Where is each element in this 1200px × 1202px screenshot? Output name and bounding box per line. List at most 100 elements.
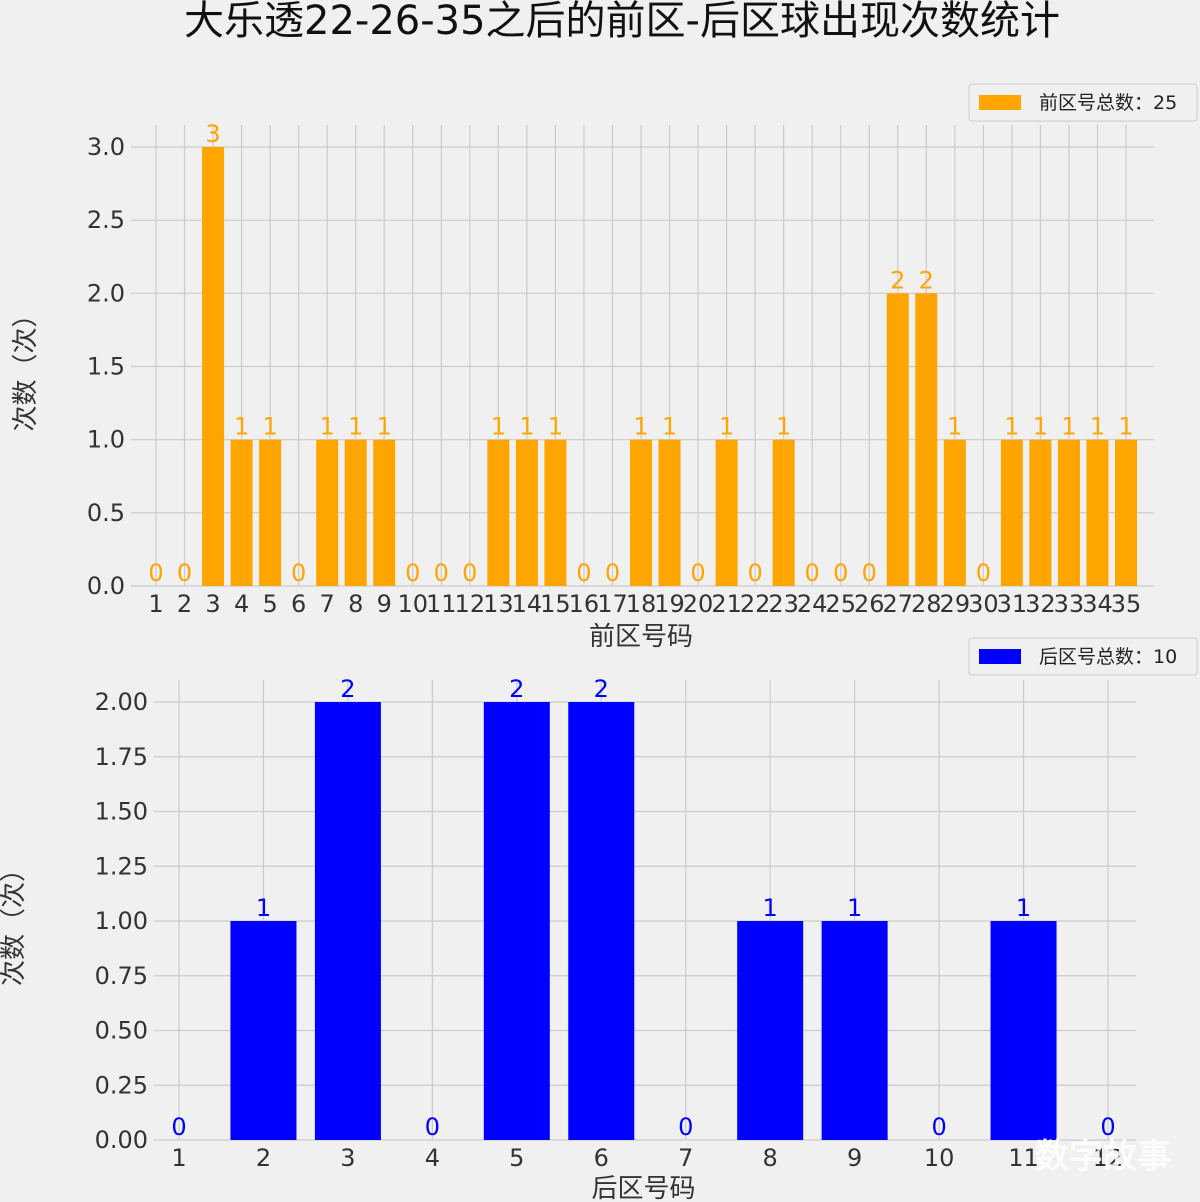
front-x-tick-label: 24 [797,590,828,618]
back-y-tick-label: 0.00 [95,1126,148,1154]
back-x-tick-label: 12 [1093,1144,1124,1172]
back-y-tick-label: 1.25 [95,852,148,880]
front-y-tick-label: 2.0 [87,279,125,307]
front-bar [259,439,282,586]
back-bar-value-label: 0 [171,1113,186,1141]
front-y-tick-label: 1.5 [87,353,125,381]
back-bar [737,921,804,1140]
front-x-tick-label: 34 [1082,590,1113,618]
back-bar-value-label: 2 [340,675,355,703]
back-x-tick-label: 8 [763,1144,778,1172]
front-bar [316,439,339,586]
back-y-tick-label: 1.75 [95,743,148,771]
back-x-tick-label: 6 [594,1144,609,1172]
front-bar [515,439,538,586]
back-bar [230,921,297,1140]
front-bar-value-label: 1 [519,413,534,441]
front-bar-value-label: 1 [1118,413,1133,441]
front-legend-swatch [979,95,1021,110]
front-bar [1115,439,1137,586]
front-bar-value-label: 0 [690,559,705,587]
front-bar-value-label: 1 [947,413,962,441]
front-x-tick-label: 17 [597,590,628,618]
front-x-tick-label: 27 [882,590,913,618]
front-x-tick-label: 20 [683,590,714,618]
front-legend: 前区号总数：25 [968,83,1198,122]
front-bar [1000,439,1023,586]
front-y-tick-label: 1.0 [87,426,125,454]
front-x-tick-label: 16 [569,590,600,618]
front-legend-box [968,83,1198,122]
front-x-tick-label: 33 [1054,590,1085,618]
back-bar [314,702,381,1140]
back-bar-value-label: 0 [678,1113,693,1141]
front-x-tick-label: 15 [540,590,571,618]
front-bar-value-label: 1 [377,413,392,441]
back-x-tick-label: 2 [256,1144,271,1172]
front-bar [658,439,681,586]
front-bar [886,293,909,586]
back-x-tick-label: 7 [678,1144,693,1172]
front-bar-value-label: 0 [833,559,848,587]
back-x-tick-label: 9 [847,1144,862,1172]
front-x-tick-label: 21 [711,590,742,618]
back-bar [990,921,1057,1140]
back-y-tick-label: 1.00 [95,907,148,935]
front-bar [915,293,938,586]
front-bar-value-label: 0 [605,559,620,587]
back-y-tick-label: 0.25 [95,1071,148,1099]
front-bar [1086,439,1109,586]
chart-title: 大乐透22-26-35之后的前区-后区球出现次数统计 [184,0,1060,44]
back-x-tick-label: 1 [171,1144,186,1172]
front-bar [715,439,738,586]
front-y-tick-label: 0.0 [87,572,125,600]
front-x-tick-label: 22 [740,590,771,618]
front-x-tick-label: 35 [1111,590,1142,618]
front-y-tick-label: 0.5 [87,499,125,527]
front-bar [943,439,966,586]
watermark-text: 数字故事 [1035,1137,1171,1177]
back-bar-value-label: 0 [931,1113,946,1141]
front-bar-value-label: 1 [234,413,249,441]
back-x-tick-label: 5 [509,1144,524,1172]
front-bar [772,439,795,586]
front-bar-value-label: 1 [320,413,335,441]
front-bar [1057,439,1080,586]
back-bar-value-label: 1 [256,894,271,922]
front-bar-value-label: 1 [348,413,363,441]
front-bar-value-label: 2 [919,266,934,294]
front-y-tick-label: 2.5 [87,206,125,234]
front-bar-value-label: 1 [1033,413,1048,441]
back-y-tick-label: 1.50 [95,798,148,826]
front-bar-value-label: 0 [976,559,991,587]
front-x-tick-label: 26 [854,590,885,618]
back-bar-value-label: 0 [1100,1113,1115,1141]
back-y-tick-label: 0.75 [95,962,148,990]
front-x-tick-label: 19 [654,590,685,618]
front-y-axis-title: 次数（次） [11,301,41,431]
back-legend-swatch [979,649,1021,664]
back-zone-panel: 0.000.250.500.751.001.251.501.752.001 2 3 4… [0,637,1198,1202]
front-x-tick-label: 32 [1025,590,1056,618]
front-bar [487,439,510,586]
front-bar [344,439,367,586]
front-legend-label: 前区号总数：25 [1039,92,1177,114]
front-x-tick-label: 18 [626,590,657,618]
front-x-tick-label: 2 [177,590,192,618]
front-bar-value-label: 0 [291,559,306,587]
front-bar-value-label: 0 [434,559,449,587]
front-bar-value-label: 0 [805,559,820,587]
front-x-tick-label: 14 [512,590,543,618]
front-bar [373,439,396,586]
front-bar-value-label: 0 [462,559,477,587]
back-x-tick-label: 10 [924,1144,955,1172]
front-bar-value-label: 0 [747,559,762,587]
front-x-tick-label: 31 [997,590,1028,618]
front-bar [1029,439,1052,586]
front-x-tick-label: 1 [148,590,163,618]
front-x-tick-label: 25 [825,590,856,618]
front-x-tick-label: 5 [262,590,277,618]
back-bar-value-label: 1 [763,894,778,922]
